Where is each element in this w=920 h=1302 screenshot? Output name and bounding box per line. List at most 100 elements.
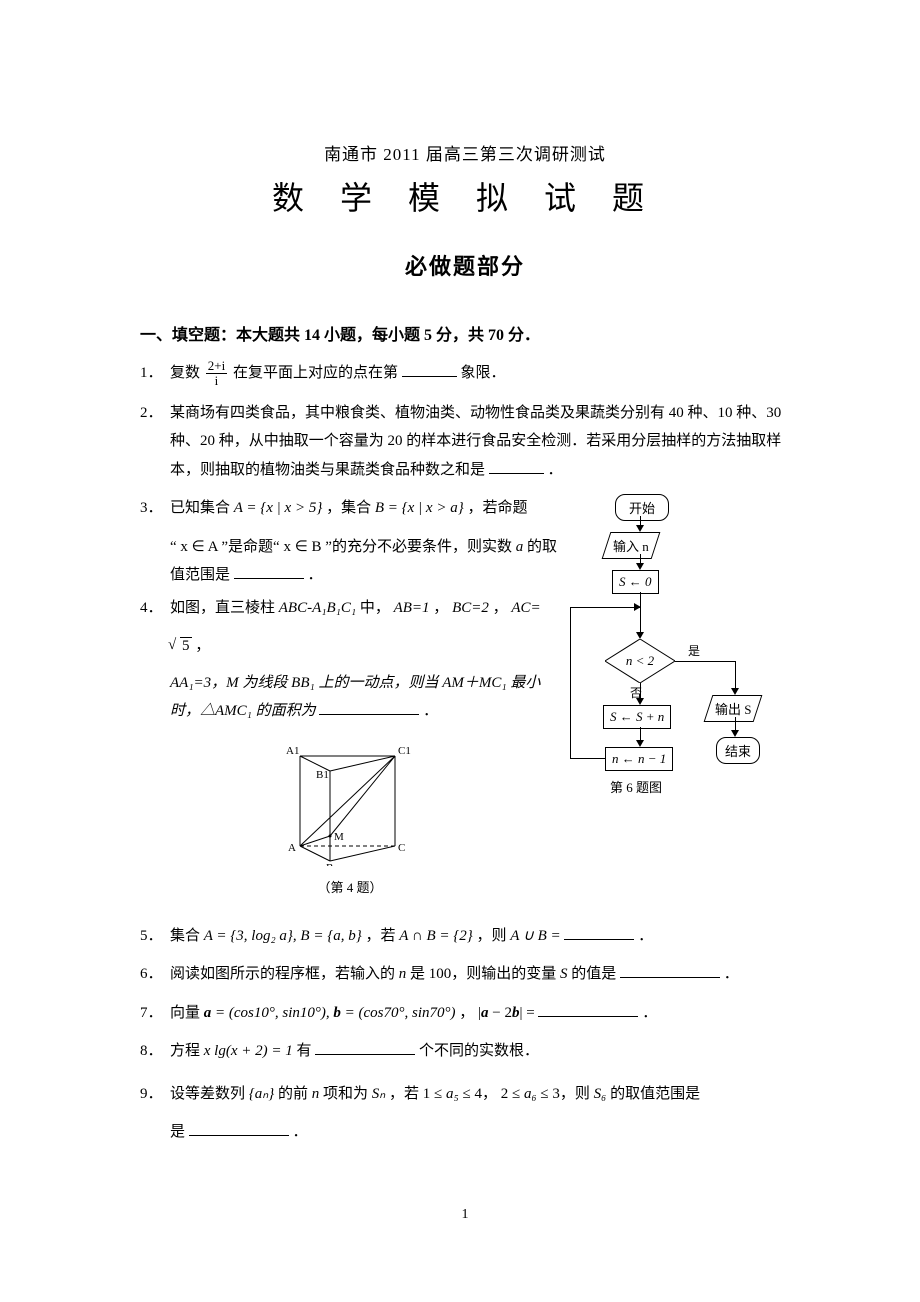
q1-t3: 象限． [460,365,505,381]
fc-update-n: n ← n − 1 [605,747,673,771]
q1-fraction: 2+i i [206,359,227,389]
q1-t1: 复数 [170,365,204,381]
q7-ec: | [519,1005,522,1021]
q9-t6: ≤ 3，则 [540,1086,593,1102]
fc-arrowhead-no [636,698,644,705]
q8-t3: 个不同的实数根． [419,1043,539,1059]
q9-t8pre: 是 [170,1124,185,1140]
q8-t2: 有 [296,1043,311,1059]
q2-text: 某商场有四类食品，其中粮食类、植物油类、动物性食品类及果蔬类分别有 40 种、1… [170,405,781,478]
q1-frac-den: i [206,374,227,388]
q3-t2: ，集合 [326,500,375,516]
q4-t2: 中， [360,600,390,616]
q6-t1: 阅读如图所示的程序框，若输入的 [170,966,399,982]
q3-num: 3． [140,494,170,523]
fc-update-n-label: n ← n − 1 [612,751,666,766]
q7-t2: ， [459,1005,474,1021]
q9-sn: Sₙ [372,1086,385,1102]
exam-title: 数 学 模 拟 试 题 [140,173,790,219]
q4-body: 如图，直三棱柱 ABC-A₁B₁C₁ 中， AB=1 ， BC=2 ， AC= [170,594,560,623]
fc-init-label: S ← 0 [619,574,652,589]
q5-result: A ∪ B = [510,928,564,944]
q4-t3: ， [433,600,448,616]
q7-num: 7． [140,999,170,1028]
q7-b: b [333,1005,341,1021]
q2-t2: ． [548,462,563,478]
q4-num: 4． [140,594,170,623]
fc-update-s-label: S ← S + n [610,709,664,724]
q3-l2d: ． [308,567,323,583]
q3-setA: A = {x | x > 5} [234,500,323,516]
fc-arrow-loop-h1 [570,758,605,759]
q7-t1: 向量 [170,1005,204,1021]
fc-output-label: 输出 S [715,699,751,718]
q4-ac: AC= [511,600,540,616]
fc-update-s: S ← S + n [603,705,671,729]
q5-t1: 集合 [170,928,204,944]
fc-arrowhead-loop [634,603,641,611]
fc-init: S ← 0 [612,570,659,594]
q4-t4: ， [493,600,508,616]
question-9: 9． 设等差数列 {aₙ} 的前 n 项和为 Sₙ ，若 1 ≤ a₅ ≤ 4，… [140,1080,790,1109]
right-column: 开始 输入 n S ← 0 n < 2 是 [570,494,790,902]
q6-blank [620,962,720,978]
q4-bc: BC=2 [452,600,489,616]
question-1: 1． 复数 2+i i 在复平面上对应的点在第 象限． [140,359,790,389]
fc-output: 输出 S [704,695,763,722]
q9-line2: 是 ． [140,1118,790,1147]
fc-arrowhead-2 [636,563,644,570]
q3-blank [234,563,304,579]
prism-label-A1: A1 [286,745,299,757]
fc-input: 输入 n [602,532,661,559]
q7-ae: = (cos10°, sin10°), [215,1005,333,1021]
q4-ab: AB=1 [394,600,430,616]
prism-label-A: A [288,842,296,854]
q5-expr: A = {3, log₂ a}, B = {a, b} [204,928,362,944]
fc-arrowhead-4 [636,740,644,747]
prism-caption: （第 4 题） [140,877,560,896]
fc-decision: n < 2 [605,639,675,683]
q1-blank [402,361,457,377]
q5-t3: ，则 [476,928,510,944]
q3-t1: 已知集合 [170,500,234,516]
section-title: 必做题部分 [140,249,790,281]
fc-end: 结束 [716,737,760,764]
q9-t4: ，若 1 ≤ [389,1086,446,1102]
q4-t1: 如图，直三棱柱 [170,600,279,616]
question-7: 7． 向量 a = (cos10°, sin10°), b = (cos70°,… [140,999,790,1028]
prism-label-B: B [326,862,333,866]
q7-a: a [204,1005,212,1021]
prism-label-B1: B1 [316,769,329,781]
prism-svg: A B C A1 B1 C1 M [280,736,420,866]
q9-a5: a₅ [446,1086,459,1102]
fc-input-label: 输入 n [613,536,649,555]
q2-body: 某商场有四类食品，其中粮食类、植物油类、动物性食品类及果蔬类分别有 40 种、1… [170,399,790,485]
q6-s: S [560,966,568,982]
q5-t4: ． [638,928,653,944]
page-number: 1 [140,1207,790,1223]
q4-line2-end: ． [423,703,438,719]
fc-arrow-loop-v [570,607,571,758]
q4-t5: ， [195,638,210,654]
q4-sqrt5: 5 [180,637,192,654]
q9-s6: S₆ [594,1086,607,1102]
q6-t4: ． [724,966,739,982]
left-column: 3． 已知集合 A = {x | x > 5} ，集合 B = {x | x >… [140,494,560,902]
q4-blank [319,699,419,715]
fc-arrowhead-3 [636,632,644,639]
q9-t2: 的前 [278,1086,312,1102]
q9-seq: {aₙ} [249,1086,274,1102]
q9-n: n [312,1086,320,1102]
q7-blank [538,1001,638,1017]
q7-em: − 2 [489,1005,512,1021]
q9-t5: ≤ 4， 2 ≤ [462,1086,523,1102]
q6-body: 阅读如图所示的程序框，若输入的 n 是 100，则输出的变量 S 的值是 ． [170,960,790,989]
question-4: 4． 如图，直三棱柱 ABC-A₁B₁C₁ 中， AB=1 ， BC=2 ， A… [140,594,560,623]
q3-body: 已知集合 A = {x | x > 5} ，集合 B = {x | x > a}… [170,494,560,523]
prism-figure: A B C A1 B1 C1 M （第 4 题） [140,736,560,896]
q9-t1: 设等差数列 [170,1086,249,1102]
q8-expr: x lg(x + 2) = 1 [204,1043,293,1059]
fc-arrow-3b [640,607,641,635]
q8-num: 8． [140,1037,170,1066]
q9-t3: 项和为 [323,1086,372,1102]
